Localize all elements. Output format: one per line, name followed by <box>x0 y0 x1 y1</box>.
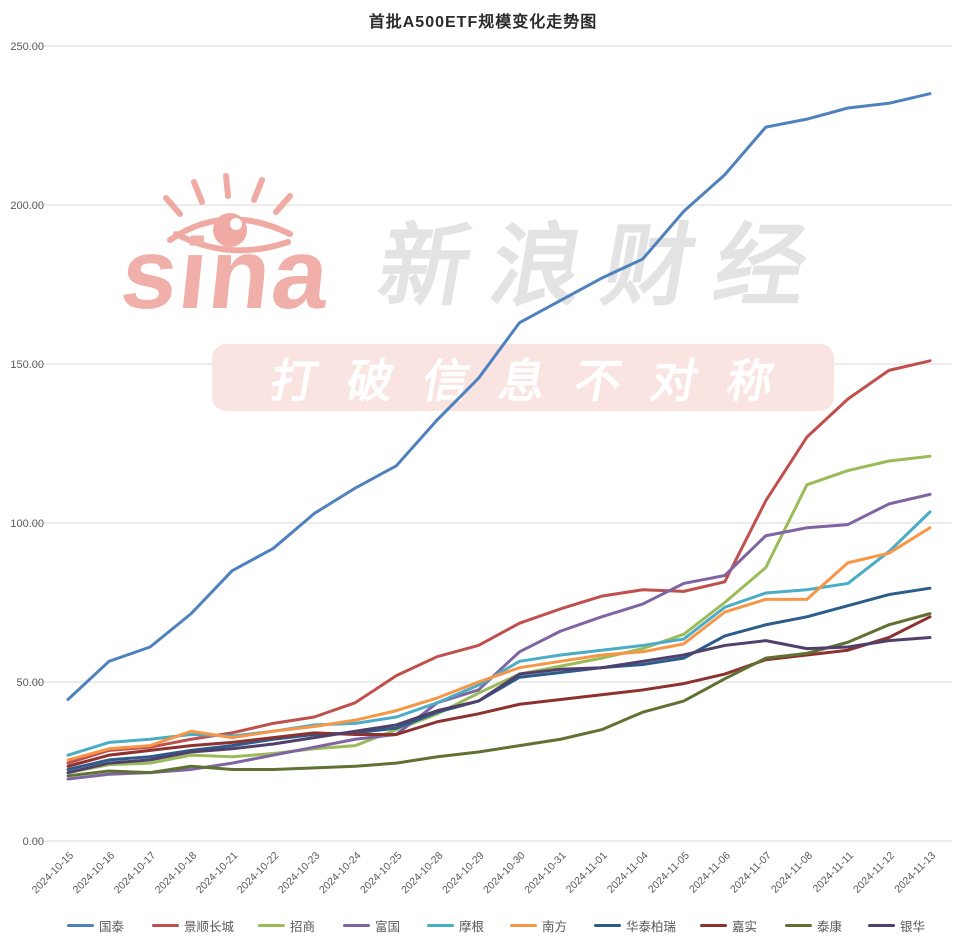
sina-logo-text: sina <box>116 218 336 330</box>
legend-label: 华泰柏瑞 <box>626 919 677 934</box>
legend-line-swatch <box>785 923 812 927</box>
legend-line-swatch <box>700 923 727 927</box>
sina-finance-brand-text: 新浪财经 <box>371 217 837 317</box>
chart-title: 首批A500ETF规模变化走势图 <box>368 14 598 31</box>
legend-line-swatch <box>67 923 94 927</box>
legend-item-6: 华泰柏瑞 <box>594 915 676 935</box>
legend-item-1: 景顺长城 <box>152 915 234 935</box>
y-axis-label: 0.00 <box>23 836 44 848</box>
y-axis-label: 200.00 <box>10 200 44 212</box>
watermark-slogan: 打破信息不对称 <box>266 354 809 407</box>
legend-label: 嘉实 <box>732 919 758 934</box>
legend-line-swatch <box>510 923 537 927</box>
legend-line-swatch <box>152 923 179 927</box>
legend-label: 景顺长城 <box>184 919 235 934</box>
legend-line-swatch <box>594 923 621 927</box>
chart-legend: 国泰 景顺长城 招商 富国 摩根 南方 华泰柏瑞 嘉实 泰康 银华 <box>0 915 966 937</box>
y-axis-label: 250.00 <box>10 41 44 53</box>
y-axis-label: 50.00 <box>16 677 44 689</box>
legend-item-3: 富国 <box>343 915 400 935</box>
legend-line-swatch <box>343 923 370 927</box>
legend-line-swatch <box>868 923 895 927</box>
watermark-banner: 打破信息不对称 <box>212 344 834 411</box>
legend-label: 银华 <box>900 919 926 934</box>
legend-label: 摩根 <box>459 919 485 934</box>
legend-item-4: 摩根 <box>427 915 484 935</box>
legend-label: 富国 <box>375 919 401 934</box>
legend-item-2: 招商 <box>258 915 315 935</box>
legend-line-swatch <box>427 923 454 927</box>
legend-label: 南方 <box>542 919 568 934</box>
legend-item-0: 国泰 <box>67 915 124 935</box>
legend-item-8: 泰康 <box>785 915 842 935</box>
legend-item-7: 嘉实 <box>700 915 757 935</box>
y-axis-label: 150.00 <box>10 359 44 371</box>
legend-line-swatch <box>258 923 285 927</box>
legend-label: 招商 <box>290 919 316 934</box>
legend-label: 国泰 <box>99 919 125 934</box>
legend-label: 泰康 <box>817 919 843 934</box>
legend-item-9: 银华 <box>868 915 925 935</box>
legend-item-5: 南方 <box>510 915 567 935</box>
y-axis-label: 100.00 <box>10 518 44 530</box>
